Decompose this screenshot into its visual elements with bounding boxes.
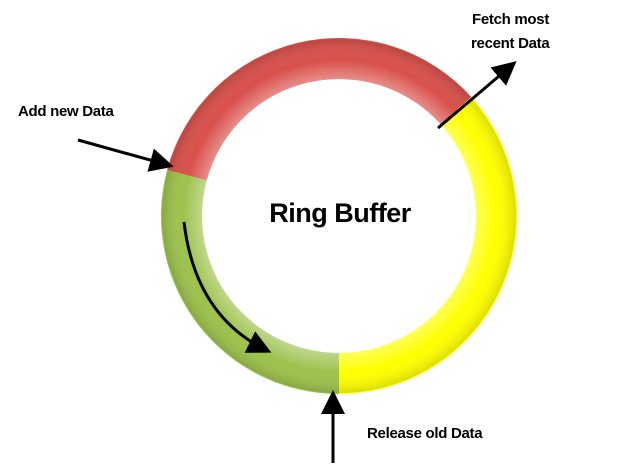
diagram-title: Ring Buffer [269,198,411,228]
direction-arrow [182,221,272,353]
add-label: Add new Data [18,103,114,120]
release-label: Release old Data [367,425,483,442]
fetch-arrow [437,61,517,130]
fetch-label-line1: Fetch most [472,11,550,28]
fetch-label-line2: recent Data [471,35,550,52]
ring-shading [162,39,516,393]
add-arrow [77,138,174,172]
